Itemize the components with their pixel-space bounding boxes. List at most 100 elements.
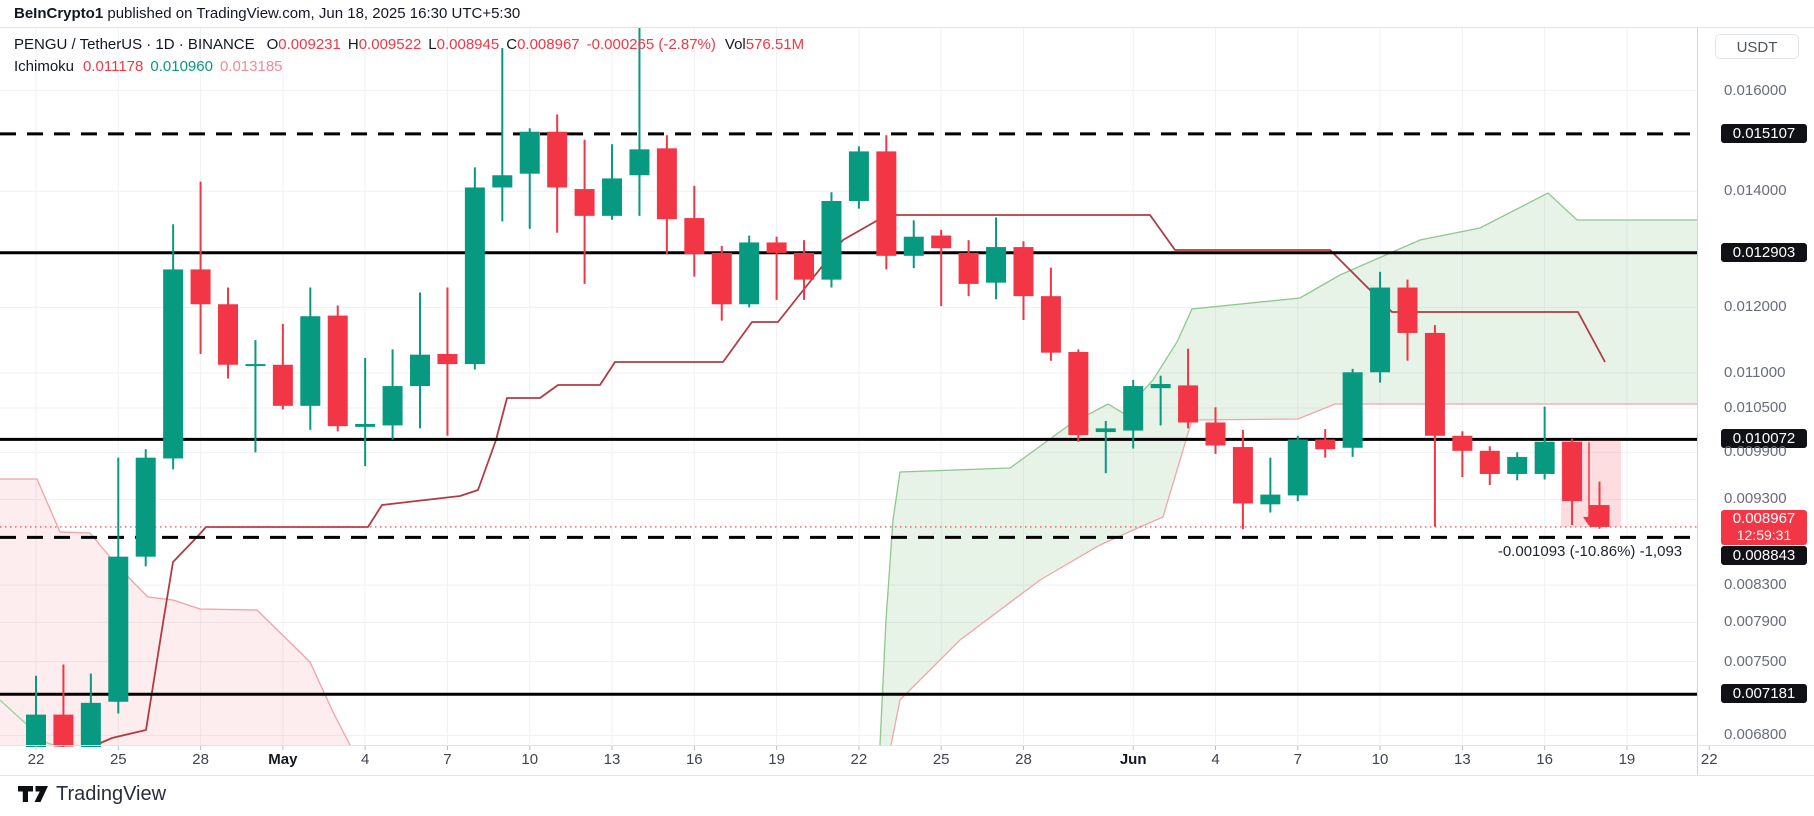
time-tick-label: 13 bbox=[603, 751, 621, 768]
candle bbox=[1013, 247, 1034, 297]
candle bbox=[382, 386, 403, 426]
time-tick-label: 19 bbox=[1618, 751, 1636, 768]
tradingview-logo-icon[interactable] bbox=[18, 786, 54, 803]
indicator-name: Ichimoku bbox=[14, 58, 75, 75]
last-price-badge: 0.008967 12:59:31 bbox=[1721, 509, 1807, 545]
candle bbox=[794, 252, 815, 280]
candle bbox=[1260, 494, 1281, 505]
chart-pane bbox=[0, 28, 1697, 747]
candle bbox=[821, 200, 842, 280]
publisher-name: BeInCrypto1 bbox=[14, 5, 104, 22]
ichimoku-lagging-line bbox=[0, 699, 64, 747]
candle bbox=[1507, 456, 1528, 474]
candle bbox=[135, 457, 156, 557]
candle bbox=[1232, 447, 1253, 504]
time-tick-label: 16 bbox=[1536, 751, 1553, 768]
candle bbox=[1452, 435, 1473, 451]
close-label: C bbox=[506, 36, 518, 53]
share-header: BeInCrypto1 published on TradingView.com… bbox=[0, 0, 1814, 28]
symbol-legend: PENGU / TetherUS · 1D · BINANCE O0.00923… bbox=[14, 36, 811, 53]
price-tick-label: 0.014000 bbox=[1724, 182, 1787, 200]
time-tick-label: 7 bbox=[443, 751, 452, 768]
time-tick-label: 4 bbox=[360, 751, 370, 768]
price-tick-label: 0.009300 bbox=[1724, 490, 1787, 508]
time-tick-label: 19 bbox=[768, 751, 785, 768]
candle bbox=[1315, 439, 1336, 450]
candle bbox=[1150, 383, 1171, 389]
tradingview-logo-text[interactable]: TradingView bbox=[56, 783, 167, 805]
symbol-title: PENGU / TetherUS · 1D · BINANCE bbox=[14, 36, 255, 53]
candle bbox=[903, 236, 924, 256]
ichimoku-value-2: 0.010960 bbox=[150, 58, 213, 75]
candle bbox=[1534, 441, 1555, 474]
price-tick-label: 0.011000 bbox=[1724, 363, 1786, 381]
candle bbox=[437, 354, 458, 365]
candle bbox=[1205, 422, 1226, 446]
candle bbox=[1178, 385, 1199, 423]
price-level-badge: 0.007181 bbox=[1721, 684, 1807, 704]
low-label: L bbox=[428, 36, 437, 53]
time-tick-label: 25 bbox=[109, 751, 127, 768]
low-value: 0.008945 bbox=[436, 36, 500, 53]
indicator-legend: Ichimoku 0.011178 0.010960 0.013185 bbox=[14, 58, 290, 75]
candle bbox=[656, 148, 677, 220]
candle bbox=[218, 304, 239, 365]
candle bbox=[1589, 505, 1610, 527]
candle bbox=[80, 702, 101, 747]
price-tick-label: 0.012000 bbox=[1724, 298, 1787, 316]
time-tick-label: 22 bbox=[1700, 751, 1718, 768]
change-value: -0.000265 (-2.87%) bbox=[586, 36, 716, 53]
currency-toggle-button[interactable]: USDT bbox=[1715, 34, 1799, 59]
candle bbox=[547, 131, 568, 188]
candle bbox=[108, 556, 129, 702]
price-level-badge: 0.012903 bbox=[1721, 242, 1807, 262]
close-value: 0.008967 bbox=[517, 36, 580, 53]
volume-value: 576.51M bbox=[745, 36, 805, 53]
candle bbox=[766, 242, 787, 253]
candle bbox=[410, 354, 431, 387]
candle bbox=[1040, 296, 1061, 353]
candle bbox=[629, 149, 650, 176]
price-tick-label: 0.016000 bbox=[1724, 81, 1787, 99]
time-tick-label: 4 bbox=[1211, 751, 1220, 768]
price-level-badge: 0.015107 bbox=[1721, 123, 1807, 143]
open-label: O bbox=[266, 36, 279, 53]
candle bbox=[327, 315, 348, 427]
candle bbox=[1068, 352, 1089, 436]
price-tick-label: 0.006800 bbox=[1724, 726, 1787, 744]
candle bbox=[876, 151, 897, 256]
price-tick-label: 0.009900 bbox=[1724, 443, 1787, 461]
candle bbox=[272, 364, 293, 406]
candle bbox=[1562, 441, 1583, 502]
time-tick-label: 28 bbox=[1015, 751, 1032, 768]
ichimoku-conversion-line bbox=[95, 214, 1606, 746]
open-value: 0.009231 bbox=[278, 36, 341, 53]
candle bbox=[986, 247, 1007, 283]
candle bbox=[464, 187, 485, 365]
candle bbox=[300, 316, 321, 406]
price-level-badge: 0.008843 bbox=[1721, 546, 1807, 566]
price-tick-label: 0.008300 bbox=[1724, 576, 1787, 594]
price-tick-label: 0.010500 bbox=[1724, 399, 1787, 416]
time-tick-label: 22 bbox=[850, 751, 868, 768]
ichimoku-value-1: 0.011178 bbox=[83, 58, 144, 75]
candle bbox=[519, 131, 540, 174]
time-tick-label: May bbox=[268, 751, 298, 768]
time-tick-label: 13 bbox=[1454, 751, 1471, 768]
ichimoku-green-cloud bbox=[880, 193, 1697, 745]
high-value: 0.009522 bbox=[358, 36, 422, 53]
candle bbox=[848, 151, 869, 201]
candle bbox=[53, 714, 74, 747]
candle bbox=[1397, 287, 1418, 333]
candle bbox=[492, 175, 513, 188]
high-label: H bbox=[347, 36, 359, 53]
candle bbox=[931, 235, 952, 249]
price-level-badge: 0.010072 bbox=[1721, 429, 1807, 449]
time-tick-label: 25 bbox=[932, 751, 950, 768]
candle bbox=[1123, 386, 1144, 431]
candle bbox=[711, 252, 732, 305]
time-tick-label: 16 bbox=[685, 751, 703, 768]
time-tick-label: 28 bbox=[192, 751, 209, 768]
